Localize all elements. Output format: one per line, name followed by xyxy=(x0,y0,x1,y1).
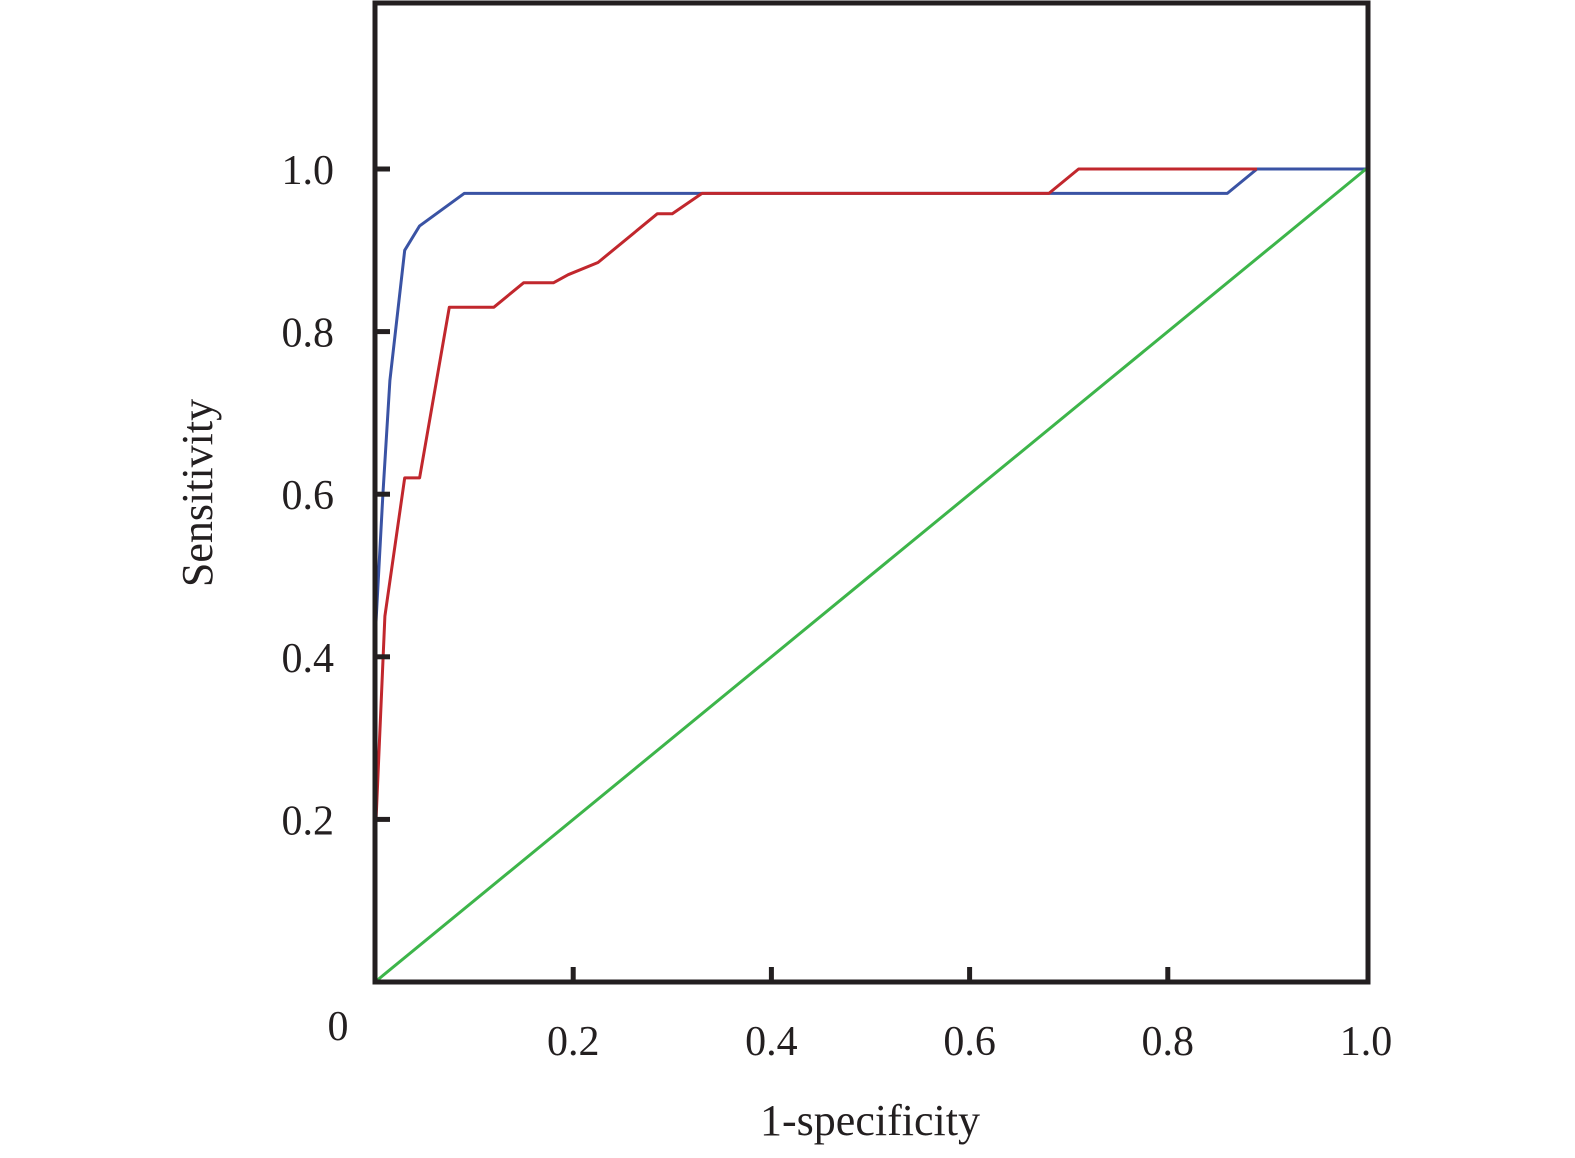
x-axis-title: 1-specificity xyxy=(760,1096,980,1145)
series-line-3 xyxy=(374,167,1367,984)
y-tick-label: 1.0 xyxy=(282,148,335,194)
series-line-2 xyxy=(373,167,1257,844)
origin-label: 0 xyxy=(328,1004,349,1050)
y-tick-label: 0.8 xyxy=(282,311,335,357)
x-tick-label: 0.8 xyxy=(1142,1019,1195,1065)
tick-labels: 0.2 0.4 0.6 0.8 1.0 0.2 0.4 0.6 0.8 1.0 xyxy=(282,148,1393,1065)
y-tick-label: 0.6 xyxy=(282,473,335,519)
plot-lines xyxy=(373,167,1367,984)
y-tick-label: 0.4 xyxy=(282,636,335,682)
axis-ticks xyxy=(375,166,1171,982)
y-tick-label: 0.2 xyxy=(282,798,335,844)
x-tick-label: 1.0 xyxy=(1340,1019,1393,1065)
y-axis-title: Sensitivity xyxy=(173,399,222,587)
x-tick-label: 0.2 xyxy=(547,1019,600,1065)
x-tick-label: 0.4 xyxy=(745,1019,798,1065)
series-line-1 xyxy=(373,167,1366,641)
x-tick-label: 0.6 xyxy=(943,1019,996,1065)
plot-frame xyxy=(372,0,1371,985)
